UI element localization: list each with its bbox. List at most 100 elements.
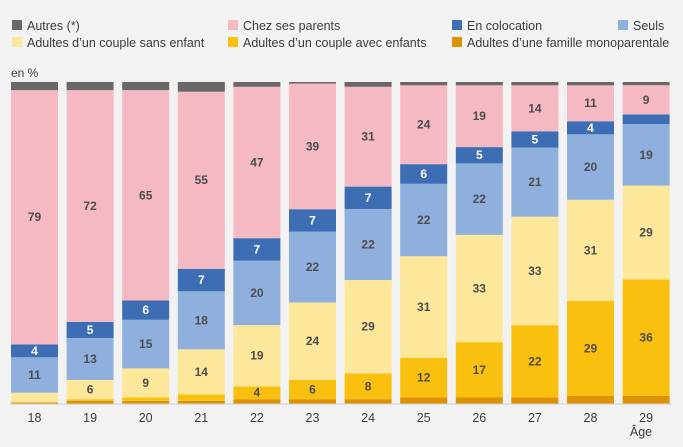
data-label-en-colocation-21: 7 — [198, 273, 205, 287]
bar-segment-en-colocation-23 — [289, 209, 336, 232]
data-label-adultes-d-un-couple-sans-enfant-25: 31 — [417, 300, 431, 314]
data-label-seuls-28: 20 — [584, 160, 598, 174]
x-tick-26: 26 — [472, 411, 486, 425]
bars: 1147961357291566514187554192074762422739… — [11, 82, 670, 404]
data-label-adultes-d-un-couple-sans-enfant-20: 9 — [142, 376, 149, 390]
bar-segment-seuls-19 — [66, 338, 114, 380]
bar-segment-adultes-d-une-famille-monoparentale-27 — [511, 397, 559, 404]
bar-segment-en-colocation-18 — [11, 344, 58, 358]
bar-segment-adultes-d-un-couple-avec-enfants-29 — [622, 279, 670, 396]
bar-segment-en-colocation-19 — [66, 321, 114, 338]
data-label-adultes-d-un-couple-sans-enfant-22: 19 — [250, 349, 264, 363]
legend-swatch-seuls — [618, 20, 628, 30]
data-label-adultes-d-un-couple-avec-enfants-24: 8 — [365, 379, 372, 393]
data-label-en-colocation-26: 5 — [476, 148, 483, 162]
data-label-en-colocation-27: 5 — [532, 133, 539, 147]
bar-segment-adultes-d-un-couple-avec-enfants-24 — [344, 373, 392, 400]
bar-segment-seuls-22 — [233, 260, 281, 326]
x-tick-23: 23 — [306, 411, 320, 425]
x-tick-27: 27 — [528, 411, 542, 425]
bar-segment-autres-20 — [122, 82, 170, 91]
legend-swatch-adultes-d-un-couple-avec-enfants — [228, 37, 238, 47]
x-tick-22: 22 — [250, 411, 264, 425]
data-label-seuls-23: 22 — [306, 260, 320, 274]
x-tick-29: 29 — [639, 411, 653, 425]
bar-segment-adultes-d-une-famille-monoparentale-19 — [66, 400, 114, 404]
bar-segment-autres-26 — [455, 82, 503, 86]
bar-segment-chez-ses-parents-19 — [66, 90, 114, 322]
data-label-chez-ses-parents-25: 24 — [417, 118, 431, 132]
legend-label-autres: Autres (*) — [27, 19, 80, 33]
legend-label-adultes-d-un-couple-sans-enfant: Adultes d’un couple sans enfant — [27, 36, 205, 50]
bar-segment-seuls-21 — [177, 291, 225, 350]
data-label-adultes-d-un-couple-sans-enfant-21: 14 — [195, 365, 209, 379]
bar-segment-adultes-d-un-couple-sans-enfant-29 — [622, 185, 670, 280]
bar-segment-seuls-20 — [122, 319, 170, 369]
data-label-en-colocation-24: 7 — [365, 191, 372, 205]
bar-segment-adultes-d-un-couple-avec-enfants-22 — [233, 386, 281, 400]
data-label-adultes-d-un-couple-avec-enfants-29: 36 — [639, 331, 653, 345]
legend-swatch-adultes-d-un-couple-sans-enfant — [12, 37, 22, 47]
bar-segment-adultes-d-un-couple-avec-enfants-20 — [122, 397, 170, 401]
x-tick-25: 25 — [417, 411, 431, 425]
legend-swatch-adultes-d-une-famille-monoparentale — [452, 37, 462, 47]
data-label-seuls-18: 11 — [28, 368, 41, 382]
bar-segment-autres-28 — [567, 82, 614, 86]
data-label-adultes-d-un-couple-avec-enfants-25: 12 — [417, 371, 431, 385]
bar-segment-seuls-27 — [511, 147, 559, 217]
bar-segment-chez-ses-parents-29 — [622, 85, 670, 115]
bar-segment-autres-25 — [400, 82, 448, 86]
x-tick-18: 18 — [28, 411, 42, 425]
bar-segment-seuls-25 — [400, 183, 448, 257]
bar-segment-seuls-26 — [455, 163, 503, 235]
bar-segment-adultes-d-une-famille-monoparentale-26 — [455, 397, 503, 404]
bar-segment-en-colocation-25 — [400, 164, 448, 184]
data-label-adultes-d-un-couple-sans-enfant-23: 24 — [306, 334, 320, 348]
bar-segment-autres-24 — [344, 82, 392, 87]
x-tick-21: 21 — [194, 411, 208, 425]
data-label-adultes-d-un-couple-sans-enfant-28: 31 — [584, 243, 598, 257]
bar-segment-en-colocation-28 — [567, 121, 614, 135]
x-tick-24: 24 — [361, 411, 375, 425]
bar-segment-adultes-d-une-famille-monoparentale-22 — [233, 399, 281, 404]
bar-segment-adultes-d-une-famille-monoparentale-29 — [622, 395, 670, 404]
bar-segment-adultes-d-un-couple-sans-enfant-27 — [511, 216, 559, 326]
data-label-chez-ses-parents-23: 39 — [306, 139, 320, 153]
data-label-chez-ses-parents-27: 14 — [528, 101, 542, 115]
data-label-seuls-20: 15 — [139, 337, 153, 351]
bar-segment-adultes-d-un-couple-avec-enfants-23 — [289, 379, 336, 400]
bar-segment-adultes-d-un-couple-avec-enfants-19 — [66, 399, 114, 401]
data-label-adultes-d-un-couple-sans-enfant-26: 33 — [473, 282, 487, 296]
data-label-en-colocation-19: 5 — [87, 323, 94, 337]
bar-segment-seuls-18 — [11, 357, 58, 393]
bar-segment-adultes-d-un-couple-avec-enfants-25 — [400, 358, 448, 398]
data-label-seuls-24: 22 — [361, 238, 375, 252]
data-label-en-colocation-25: 6 — [420, 167, 427, 181]
legend: Autres (*) Chez ses parents En colocation S… — [12, 19, 669, 50]
data-label-adultes-d-un-couple-avec-enfants-27: 22 — [528, 354, 542, 368]
data-label-adultes-d-un-couple-avec-enfants-28: 29 — [584, 341, 598, 355]
bar-segment-seuls-28 — [567, 134, 614, 200]
data-label-adultes-d-un-couple-sans-enfant-24: 29 — [361, 320, 375, 334]
bar-segment-autres-19 — [66, 82, 114, 91]
data-label-chez-ses-parents-24: 31 — [361, 130, 375, 144]
bar-segment-adultes-d-une-famille-monoparentale-23 — [289, 399, 336, 404]
data-label-chez-ses-parents-18: 79 — [28, 210, 42, 224]
bar-segment-adultes-d-un-couple-sans-enfant-18 — [11, 392, 58, 403]
x-tick-19: 19 — [83, 411, 97, 425]
bar-segment-adultes-d-une-famille-monoparentale-25 — [400, 397, 448, 404]
data-label-chez-ses-parents-22: 47 — [250, 156, 264, 170]
bar-segment-en-colocation-21 — [177, 268, 225, 292]
legend-label-en-colocation: En colocation — [467, 19, 542, 33]
legend-swatch-chez-ses-parents — [228, 20, 238, 30]
bar-segment-chez-ses-parents-21 — [177, 91, 225, 269]
x-tick-labels: 18 19 20 21 22 23 24 25 26 27 28 29 — [28, 411, 654, 425]
bar-segment-chez-ses-parents-24 — [344, 86, 392, 187]
data-label-en-colocation-28: 4 — [587, 121, 594, 135]
bar-segment-adultes-d-un-couple-sans-enfant-20 — [122, 368, 170, 398]
bar-segment-chez-ses-parents-28 — [567, 85, 614, 122]
data-label-en-colocation-23: 7 — [309, 214, 316, 228]
data-label-adultes-d-un-couple-sans-enfant-19: 6 — [87, 383, 94, 397]
data-label-seuls-27: 21 — [528, 175, 542, 189]
data-label-adultes-d-un-couple-sans-enfant-29: 29 — [639, 226, 653, 240]
